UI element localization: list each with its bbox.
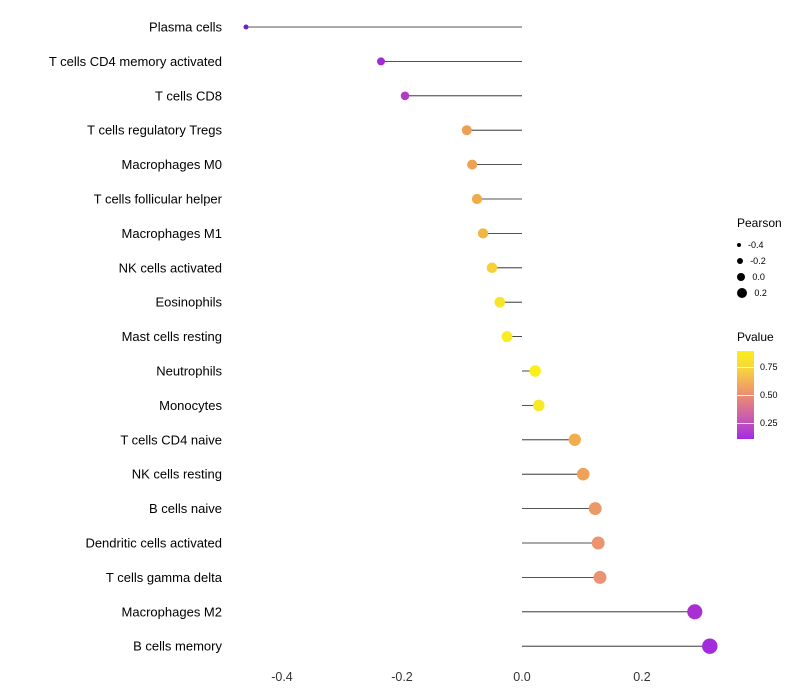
pvalue-color-legend: Pvalue 0.75 0.50 0.25 — [737, 330, 799, 439]
category-label: Eosinophils — [156, 295, 223, 310]
size-legend-entry: 0.0 — [737, 269, 799, 285]
data-point — [702, 638, 718, 654]
category-label: T cells follicular helper — [94, 192, 223, 207]
x-tick-label: 0.2 — [633, 670, 650, 684]
colorbar-label: 0.25 — [760, 418, 778, 429]
pearson-size-legend: Pearson -0.4 -0.2 0.0 0.2 — [737, 216, 799, 301]
x-tick-label: -0.2 — [391, 670, 413, 684]
size-legend-entry: 0.2 — [737, 285, 799, 301]
data-point — [501, 331, 513, 343]
data-point — [477, 228, 489, 239]
data-point — [400, 91, 410, 101]
category-label: T cells gamma delta — [106, 570, 223, 585]
category-label: T cells regulatory Tregs — [87, 123, 222, 138]
data-point — [494, 296, 506, 308]
category-label: Neutrophils — [156, 364, 222, 379]
x-tick-label: 0.0 — [513, 670, 530, 684]
category-label: Plasma cells — [149, 20, 222, 35]
category-label: Dendritic cells activated — [85, 536, 222, 551]
pvalue-colorbar: 0.75 0.50 0.25 — [737, 351, 778, 439]
size-legend-label: 0.0 — [752, 272, 765, 282]
category-label: NK cells activated — [119, 260, 222, 275]
colorbar-tick — [737, 395, 754, 396]
data-point — [471, 193, 483, 205]
data-point — [467, 159, 478, 170]
category-label: B cells naive — [149, 501, 222, 516]
size-legend-entry: -0.4 — [737, 237, 799, 253]
category-label: Macrophages M0 — [122, 157, 222, 172]
size-legend-entry: -0.2 — [737, 253, 799, 269]
data-point — [376, 57, 386, 66]
size-legend-dot — [737, 257, 744, 265]
data-point — [486, 262, 498, 274]
colorbar-label: 0.75 — [760, 361, 778, 372]
data-point — [687, 604, 703, 620]
size-legend-dot — [737, 243, 741, 247]
size-legend-dot — [737, 272, 746, 282]
category-label: T cells CD4 naive — [120, 432, 222, 447]
category-label: Mast cells resting — [122, 329, 222, 344]
size-legend-label: 0.2 — [754, 288, 767, 298]
data-point — [533, 399, 545, 412]
x-tick-label: -0.4 — [271, 670, 293, 684]
colorbar-tick — [737, 366, 754, 368]
category-label: NK cells resting — [132, 467, 222, 482]
data-point — [568, 433, 581, 446]
colorbar-tick — [737, 423, 754, 425]
color-legend-title: Pvalue — [737, 330, 774, 344]
size-legend-label: -0.4 — [748, 240, 764, 250]
category-label: Monocytes — [159, 398, 222, 413]
category-label: B cells memory — [133, 639, 222, 654]
size-legend-entries: -0.4 -0.2 0.0 0.2 — [737, 237, 799, 301]
size-legend-dot — [737, 287, 748, 299]
colorbar-label: 0.50 — [760, 390, 778, 400]
size-legend-title: Pearson — [737, 216, 782, 230]
category-label: Macrophages M1 — [122, 226, 222, 241]
data-point — [576, 467, 590, 481]
data-point — [588, 502, 602, 516]
data-point — [243, 24, 249, 30]
category-label: T cells CD8 — [155, 88, 222, 103]
data-point — [593, 570, 607, 584]
data-point — [529, 365, 541, 377]
size-legend-label: -0.2 — [750, 256, 766, 266]
data-point — [591, 536, 605, 550]
category-label: Macrophages M2 — [122, 604, 222, 619]
category-label: T cells CD4 memory activated — [49, 54, 222, 69]
data-point — [461, 125, 472, 136]
